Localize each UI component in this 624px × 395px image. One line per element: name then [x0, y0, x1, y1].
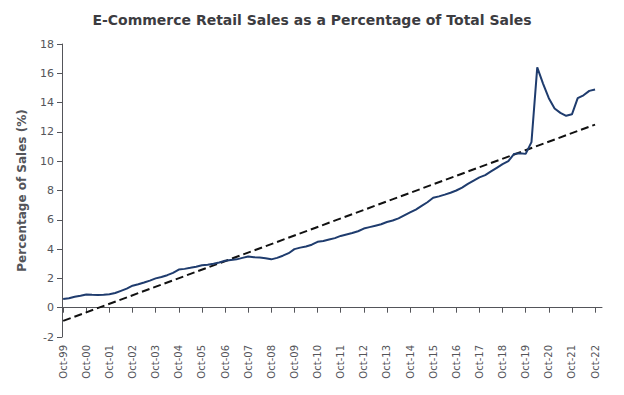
svg-text:14: 14	[40, 96, 54, 109]
svg-text:Oct-11: Oct-11	[335, 345, 346, 379]
svg-text:0: 0	[47, 301, 54, 314]
svg-text:Oct-12: Oct-12	[358, 345, 369, 379]
svg-text:Percentage of Sales (%): Percentage of Sales (%)	[15, 109, 29, 271]
svg-text:Oct-08: Oct-08	[266, 345, 277, 379]
svg-text:Oct-18: Oct-18	[497, 345, 508, 379]
svg-text:Oct-09: Oct-09	[289, 345, 300, 379]
svg-text:16: 16	[40, 67, 54, 80]
svg-text:Oct-22: Oct-22	[590, 345, 601, 379]
svg-text:Oct-99: Oct-99	[58, 345, 69, 379]
svg-text:Oct-13: Oct-13	[381, 345, 392, 379]
svg-text:Oct-06: Oct-06	[220, 345, 231, 379]
svg-text:Oct-19: Oct-19	[520, 345, 531, 379]
svg-text:Oct-21: Oct-21	[566, 345, 577, 379]
svg-text:12: 12	[40, 125, 54, 138]
svg-text:Oct-17: Oct-17	[474, 345, 485, 379]
svg-text:Oct-03: Oct-03	[150, 345, 161, 379]
svg-text:Oct-20: Oct-20	[543, 345, 554, 379]
svg-text:10: 10	[40, 155, 54, 168]
svg-text:E-Commerce Retail Sales as a P: E-Commerce Retail Sales as a Percentage …	[92, 12, 531, 28]
svg-text:Oct-04: Oct-04	[173, 345, 184, 379]
svg-text:18: 18	[40, 38, 54, 51]
svg-text:Oct-05: Oct-05	[196, 345, 207, 379]
svg-text:8: 8	[47, 184, 54, 197]
svg-text:4: 4	[47, 243, 54, 256]
svg-text:Oct-02: Oct-02	[127, 345, 138, 379]
svg-text:Oct-16: Oct-16	[451, 345, 462, 379]
svg-text:Oct-00: Oct-00	[81, 345, 92, 379]
svg-text:Oct-07: Oct-07	[243, 345, 254, 379]
svg-text:2: 2	[47, 272, 54, 285]
svg-text:Oct-15: Oct-15	[428, 345, 439, 379]
svg-text:Oct-14: Oct-14	[405, 345, 416, 379]
svg-text:Oct-10: Oct-10	[312, 345, 323, 379]
svg-text:Oct-01: Oct-01	[104, 345, 115, 379]
svg-text:-2: -2	[43, 331, 54, 344]
svg-text:6: 6	[47, 213, 54, 226]
